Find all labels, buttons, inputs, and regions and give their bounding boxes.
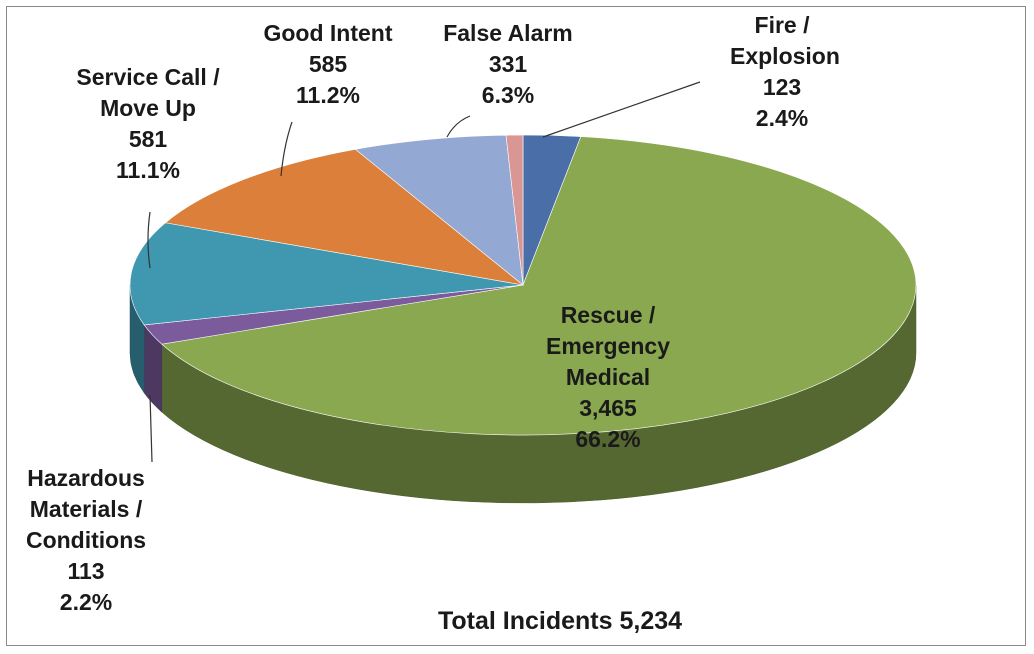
- label-percent: 11.1%: [116, 157, 180, 183]
- label-count: 113: [67, 558, 105, 584]
- label-count: 3,465: [579, 395, 637, 421]
- slice-label: Service Call / Move Up 581 11.1%: [58, 62, 238, 186]
- label-name: Hazardous Materials / Conditions: [25, 465, 147, 553]
- pie-slice: [354, 134, 524, 286]
- leader-line: [149, 394, 153, 463]
- pie-slice: [164, 149, 525, 286]
- label-percent: 2.2%: [59, 589, 113, 615]
- label-percent: 66.2%: [575, 426, 641, 452]
- label-name: Rescue / Emergency Medical: [545, 302, 670, 390]
- pie-slice: [505, 134, 524, 286]
- slice-label: Hazardous Materials / Conditions 113 2.2%: [1, 463, 171, 618]
- leader-line: [280, 121, 293, 177]
- pie-slice: [161, 136, 917, 436]
- label-name: Service Call / Move Up: [76, 64, 220, 121]
- label-count: 581: [128, 126, 168, 152]
- leader-line: [446, 115, 471, 138]
- pie-slice: [129, 222, 524, 326]
- label-percent: 6.3%: [481, 82, 535, 108]
- label-count: 331: [488, 51, 528, 77]
- label-name: False Alarm: [443, 20, 573, 46]
- leader-line: [147, 211, 151, 269]
- slice-label: False Alarm 331 6.3%: [423, 18, 593, 111]
- label-name: Good Intent: [263, 20, 393, 46]
- label-count: 585: [308, 51, 348, 77]
- slice-label: Rescue / Emergency Medical 3,465 66.2%: [518, 300, 698, 455]
- leader-line: [542, 81, 701, 138]
- label-count: 123: [762, 74, 802, 100]
- label-percent: 2.4%: [755, 105, 809, 131]
- slice-label: Good Intent 585 11.2%: [238, 18, 418, 111]
- chart-title: Total Incidents 5,234: [437, 607, 683, 635]
- chart-frame: [6, 6, 1026, 646]
- label-name: Fire / Explosion: [730, 12, 840, 69]
- slice-label: Fire / Explosion 123 2.4%: [702, 10, 862, 134]
- label-percent: 11.2%: [296, 82, 360, 108]
